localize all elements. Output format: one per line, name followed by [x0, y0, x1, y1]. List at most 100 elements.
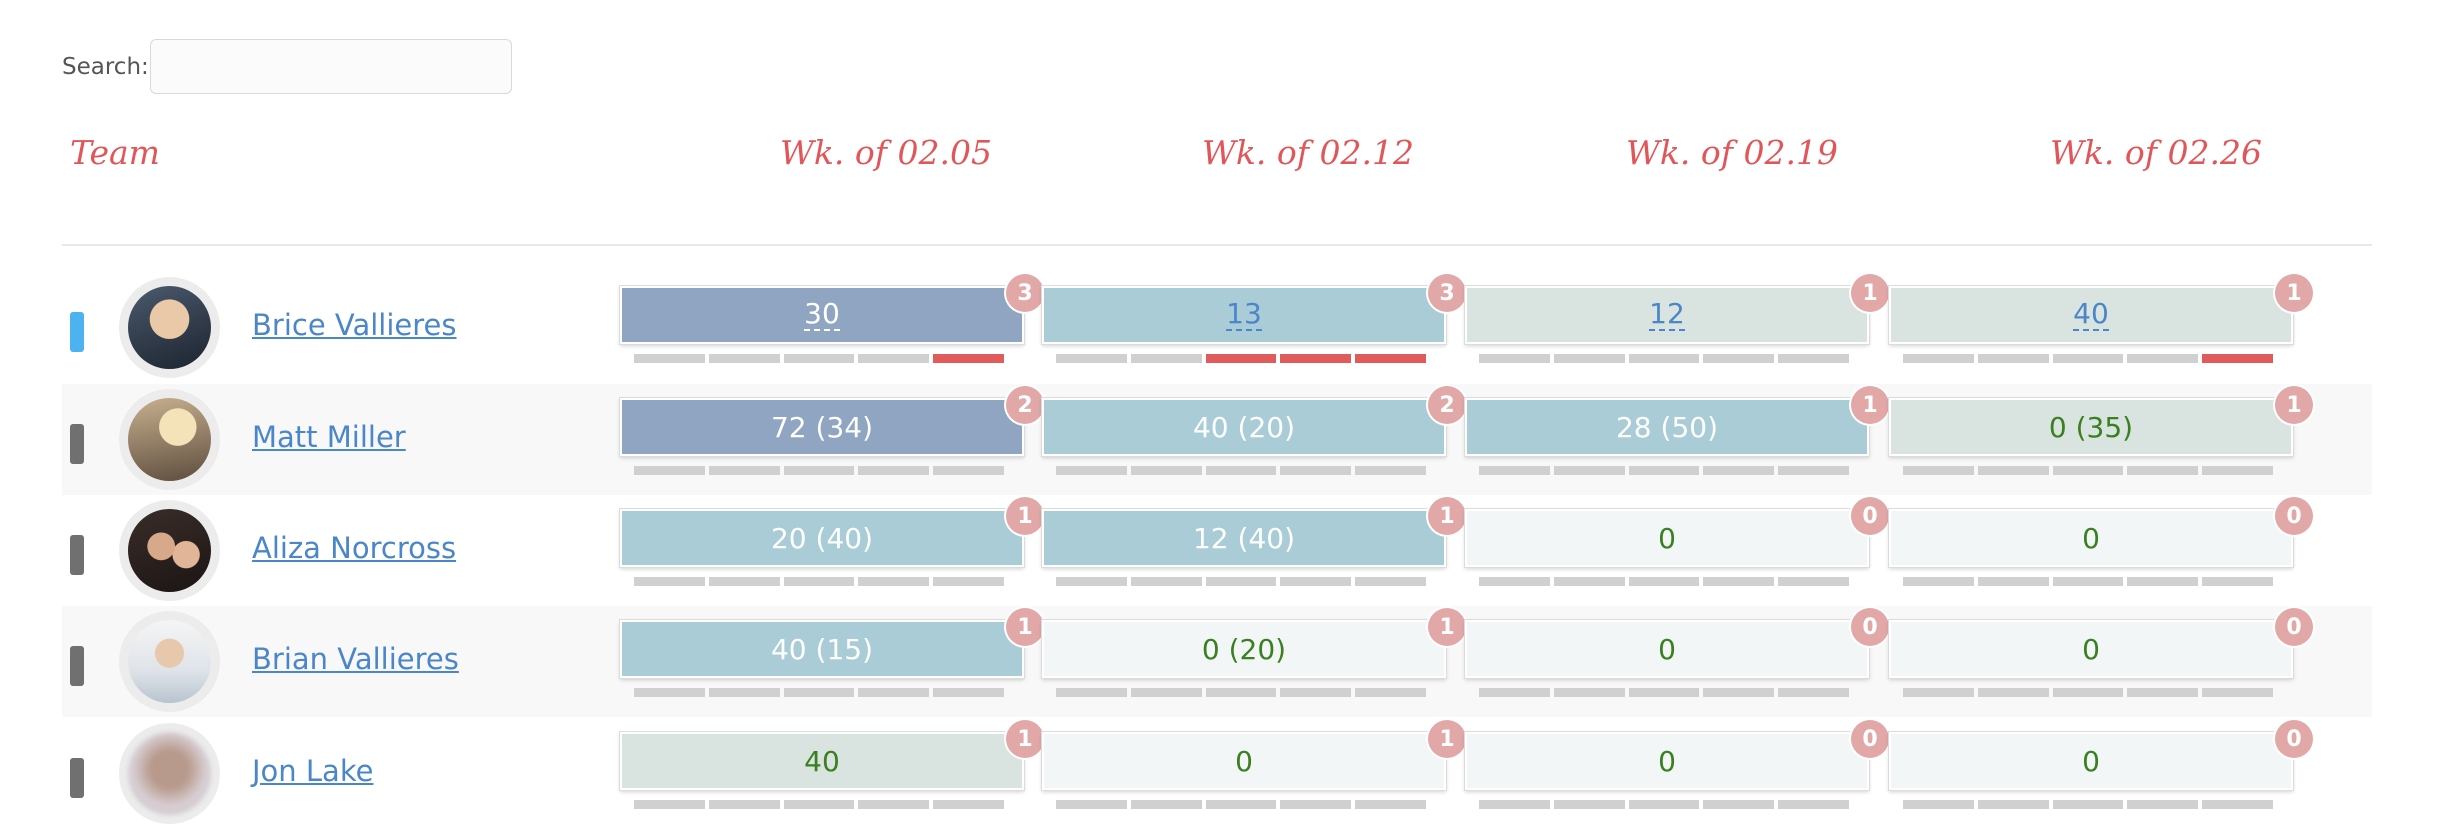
hours-box[interactable]: 0 [1465, 509, 1869, 567]
hours-value: 0 [1658, 744, 1676, 778]
hours-box[interactable]: 20 (40) [620, 509, 1024, 567]
day-bar-segment [933, 577, 1004, 586]
hours-box[interactable]: 13 [1042, 286, 1446, 344]
day-bar-segment [783, 800, 855, 809]
search-input[interactable] [150, 39, 512, 94]
hours-value: 40 (15) [770, 632, 873, 666]
day-bar-segment [2052, 577, 2124, 586]
day-bar-segment [634, 800, 705, 809]
day-bar-segment [933, 466, 1004, 475]
hours-box[interactable]: 40 (15) [620, 620, 1024, 678]
member-name-link[interactable]: Jon Lake [252, 754, 374, 788]
day-bars [1903, 354, 2273, 363]
hours-box[interactable]: 40 [1889, 286, 2293, 344]
day-bar-segment [1280, 577, 1352, 586]
row-marker[interactable] [70, 535, 84, 575]
day-bar-segment [634, 577, 705, 586]
count-badge: 1 [1428, 497, 1466, 535]
hours-box[interactable]: 12 (40) [1042, 509, 1446, 567]
hours-box[interactable]: 0 [1465, 732, 1869, 790]
day-bar-segment [2202, 800, 2273, 809]
count-badge: 0 [1851, 720, 1889, 758]
hours-value[interactable]: 40 [2073, 297, 2109, 331]
day-bar-segment [1355, 466, 1426, 475]
hours-box[interactable]: 40 [620, 732, 1024, 790]
hours-value[interactable]: 12 [1649, 297, 1685, 331]
count-badge: 0 [1851, 497, 1889, 535]
day-bar-segment [2202, 688, 2273, 697]
hours-box[interactable]: 72 (34) [620, 398, 1024, 456]
day-bars [1903, 800, 2273, 809]
day-bar-segment [2127, 577, 2199, 586]
count-badge: 1 [2275, 274, 2313, 312]
day-bar-segment [2127, 354, 2199, 363]
hours-box[interactable]: 28 (50) [1465, 398, 1869, 456]
hours-box[interactable]: 30 [620, 286, 1024, 344]
day-bar-segment [1056, 466, 1127, 475]
week-cell: 72 (34) 2 [620, 384, 1044, 495]
hours-box[interactable]: 0 [1889, 732, 2293, 790]
member-name-link[interactable]: Aliza Norcross [252, 531, 457, 565]
hours-box[interactable]: 40 (20) [1042, 398, 1446, 456]
day-bar-segment [1703, 354, 1775, 363]
day-bar-segment [1205, 577, 1277, 586]
row-marker[interactable] [70, 424, 84, 464]
day-bar-segment [2202, 354, 2273, 363]
row-marker[interactable] [70, 312, 84, 352]
team-row-brian-vallieres: Brian Vallieres 40 (15) 1 0 (20) 1 0 0 0 0 [62, 606, 2372, 717]
day-bar-segment [2052, 354, 2124, 363]
member-name-link[interactable]: Matt Miller [252, 420, 406, 454]
day-bars [634, 577, 1004, 586]
day-bar-segment [634, 688, 705, 697]
hours-box[interactable]: 0 (20) [1042, 620, 1446, 678]
hours-box[interactable]: 0 [1889, 509, 2293, 567]
day-bar-segment [933, 800, 1004, 809]
week-header-0212: Wk. of 02.12 [1202, 133, 1414, 172]
day-bars [1903, 466, 2273, 475]
day-bar-segment [708, 688, 780, 697]
day-bar-segment [1903, 577, 1974, 586]
day-bar-segment [1778, 354, 1849, 363]
day-bars [634, 688, 1004, 697]
count-badge: 0 [2275, 720, 2313, 758]
day-bar-segment [1056, 800, 1127, 809]
row-marker[interactable] [70, 646, 84, 686]
day-bars [1479, 577, 1849, 586]
day-bar-segment [1977, 354, 2049, 363]
day-bar-segment [708, 354, 780, 363]
day-bar-segment [1280, 800, 1352, 809]
day-bar-segment [1778, 577, 1849, 586]
day-bar-segment [1977, 688, 2049, 697]
day-bar-segment [1056, 354, 1127, 363]
day-bar-segment [1130, 466, 1202, 475]
hours-box[interactable]: 0 [1889, 620, 2293, 678]
day-bar-segment [1479, 800, 1550, 809]
hours-value[interactable]: 30 [804, 297, 840, 331]
member-name-link[interactable]: Brice Vallieres [252, 308, 457, 342]
week-cell: 12 1 [1465, 272, 1889, 383]
hours-value[interactable]: 13 [1226, 297, 1262, 331]
hours-box[interactable]: 12 [1465, 286, 1869, 344]
day-bar-segment [1903, 354, 1974, 363]
avatar-photo [128, 398, 211, 481]
day-bar-segment [1628, 800, 1700, 809]
team-row-brice-vallieres: Brice Vallieres 30 3 13 3 12 1 40 1 [62, 272, 2372, 383]
hours-value: 0 [2082, 632, 2100, 666]
day-bar-segment [2052, 466, 2124, 475]
day-bar-segment [1130, 800, 1202, 809]
hours-box[interactable]: 0 [1042, 732, 1446, 790]
count-badge: 1 [1851, 274, 1889, 312]
team-row-aliza-norcross: Aliza Norcross 20 (40) 1 12 (40) 1 0 0 0 0 [62, 495, 2372, 606]
week-cell: 30 3 [620, 272, 1044, 383]
count-badge: 2 [1006, 386, 1044, 424]
hours-box[interactable]: 0 [1465, 620, 1869, 678]
day-bar-segment [2202, 577, 2273, 586]
day-bar-segment [1355, 354, 1426, 363]
day-bars [1479, 354, 1849, 363]
hours-box[interactable]: 0 (35) [1889, 398, 2293, 456]
row-marker[interactable] [70, 758, 84, 798]
member-name-link[interactable]: Brian Vallieres [252, 642, 459, 676]
